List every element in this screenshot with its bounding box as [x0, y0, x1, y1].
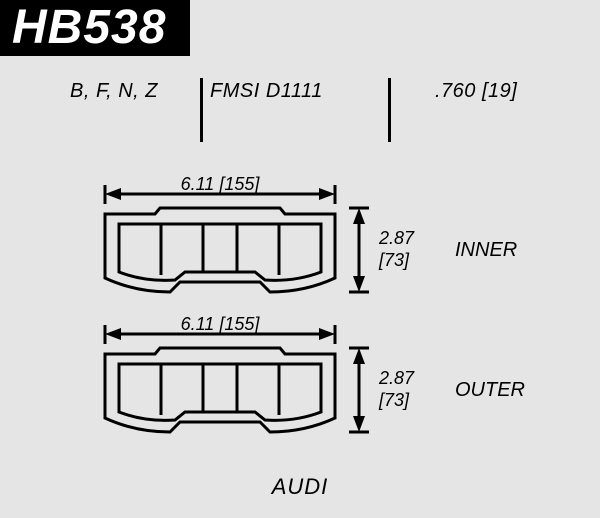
thickness-spec: .760 [19] — [435, 80, 517, 103]
fmsi-code: FMSI D1111 — [210, 80, 323, 103]
inner-height-mm: [73] — [378, 250, 410, 270]
brake-pad-diagram: 6.11 [155] 6.11 [155] — [0, 150, 600, 470]
spec-codes: B, F, N, Z — [70, 80, 158, 103]
inner-width-dim: 6.11 [155] — [105, 174, 335, 204]
outer-width-dim: 6.11 [155] — [105, 314, 335, 344]
inner-label: INNER — [455, 239, 517, 261]
svg-text:6.11 [155]: 6.11 [155] — [181, 314, 261, 334]
spec-divider-1 — [200, 78, 203, 142]
inner-width-mm: [155] — [218, 174, 260, 194]
spec-divider-2 — [388, 78, 391, 142]
outer-height-dim: 2.87 [73] OUTER — [349, 348, 525, 432]
inner-height-in: 2.87 — [378, 228, 415, 248]
brand-label: AUDI — [0, 474, 600, 500]
inner-width-in: 6.11 — [181, 174, 215, 194]
inner-height-dim: 2.87 [73] INNER — [349, 208, 517, 292]
outer-width-mm: [155] — [218, 314, 260, 334]
svg-text:6.11 [155]: 6.11 [155] — [181, 174, 261, 194]
thickness-mm: [19] — [482, 80, 517, 102]
outer-height-in: 2.87 — [378, 368, 415, 388]
part-number-header: HB538 — [0, 0, 190, 56]
outer-label: OUTER — [455, 379, 525, 401]
outer-width-in: 6.11 — [181, 314, 215, 334]
thickness-in: .760 — [435, 80, 476, 102]
outer-height-mm: [73] — [378, 390, 410, 410]
inner-pad-lining — [119, 224, 321, 280]
outer-pad-lining — [119, 364, 321, 420]
